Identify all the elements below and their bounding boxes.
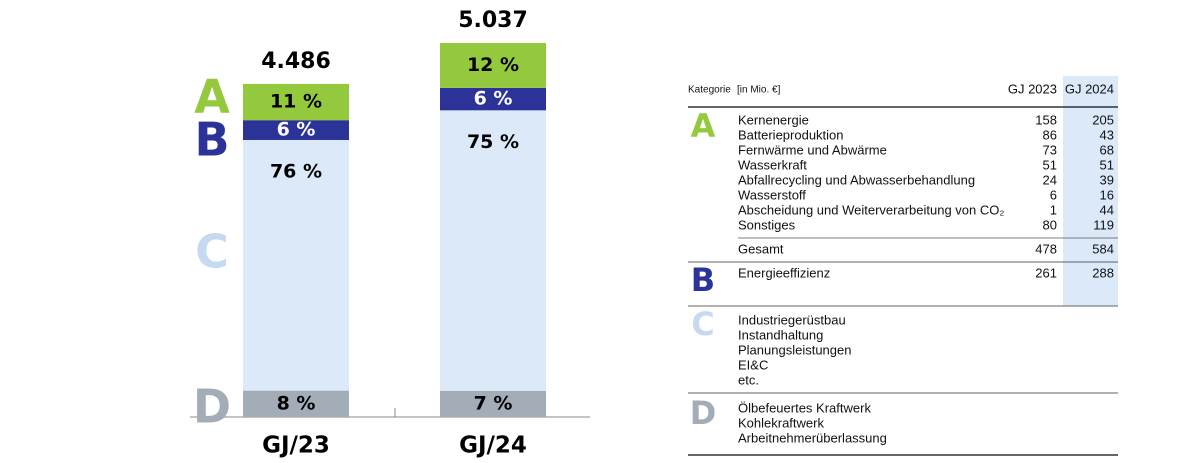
- row-label: Wasserkraft: [738, 157, 807, 172]
- row-label: Kohlekraftwerk: [738, 415, 824, 430]
- total-label: Gesamt: [738, 241, 784, 256]
- segment-label: 6 %: [277, 119, 316, 141]
- bar-segment: [243, 139, 349, 391]
- bar-segment: [243, 390, 349, 417]
- total-value: 584: [1092, 241, 1114, 256]
- table-header: GJ 2024: [1065, 81, 1114, 96]
- row-label: Instandhaltung: [738, 327, 823, 342]
- row-value: 51: [1100, 157, 1114, 172]
- series-letter: D: [193, 380, 231, 434]
- total-label: 4.486: [261, 49, 331, 74]
- group-letter: C: [691, 305, 714, 343]
- category-label: GJ/24: [459, 433, 527, 459]
- row-label: Abfallrecycling und Abwasserbehandlung: [738, 172, 975, 187]
- segment-label: 11 %: [270, 91, 322, 113]
- row-label: Planungsleistungen: [738, 342, 851, 357]
- series-letter: C: [195, 225, 229, 279]
- group-letter: D: [690, 394, 717, 432]
- segment-label: 8 %: [277, 392, 316, 414]
- row-value: 1: [1050, 202, 1057, 217]
- bar-segment: [243, 120, 349, 140]
- row-value: 43: [1100, 127, 1114, 142]
- bar-segment: [440, 390, 546, 417]
- row-label: Batterieproduktion: [738, 127, 844, 142]
- row-value: 16: [1100, 187, 1114, 202]
- series-letter: A: [194, 70, 230, 124]
- row-label: etc.: [738, 372, 759, 387]
- bar-segment: [440, 87, 546, 111]
- row-value: 24: [1043, 172, 1057, 187]
- row-label: Industriegerüstbau: [738, 312, 846, 327]
- row-value: 261: [1035, 265, 1057, 280]
- category-label: GJ/23: [262, 433, 330, 459]
- segment-label: 75 %: [467, 131, 519, 153]
- table-header: [in Mio. €]: [737, 85, 781, 96]
- row-value: 80: [1043, 217, 1057, 232]
- bar-segment: [243, 83, 349, 121]
- bar-segment: [440, 43, 546, 88]
- row-label: Wasserstoff: [738, 187, 806, 202]
- row-value: 51: [1043, 157, 1057, 172]
- row-value: 119: [1093, 217, 1114, 232]
- row-label: Kernenergie: [738, 112, 809, 127]
- total-value: 478: [1035, 241, 1057, 256]
- bar-segment: [440, 110, 546, 391]
- row-label: Abscheidung und Weiterverarbeitung von C…: [738, 202, 1004, 217]
- row-label: Ölbefeuertes Kraftwerk: [738, 400, 871, 415]
- total-label: 5.037: [458, 8, 528, 33]
- segment-label: 6 %: [474, 88, 513, 110]
- row-value: 205: [1092, 112, 1114, 127]
- row-value: 44: [1100, 202, 1114, 217]
- segment-label: 76 %: [270, 160, 322, 182]
- group-letter: A: [691, 107, 716, 145]
- table-header: Kategorie: [688, 85, 731, 96]
- row-value: 288: [1092, 265, 1114, 280]
- row-value: 6: [1050, 187, 1057, 202]
- column-highlight: [1063, 76, 1118, 306]
- segment-label: 12 %: [467, 54, 519, 76]
- row-label: Sonstiges: [738, 217, 796, 232]
- row-label: Arbeitnehmerüberlassung: [738, 430, 887, 445]
- row-value: 86: [1043, 127, 1057, 142]
- row-value: 158: [1035, 112, 1057, 127]
- row-label: Fernwärme und Abwärme: [738, 142, 887, 157]
- group-letter: B: [691, 261, 715, 299]
- row-value: 73: [1043, 142, 1057, 157]
- row-value: 68: [1100, 142, 1114, 157]
- row-label: Energieeffizienz: [738, 265, 830, 280]
- table-header: GJ 2023: [1008, 81, 1057, 96]
- row-label: EI&C: [738, 357, 768, 372]
- segment-label: 7 %: [474, 392, 513, 414]
- row-value: 39: [1100, 172, 1114, 187]
- series-letter: B: [194, 113, 229, 167]
